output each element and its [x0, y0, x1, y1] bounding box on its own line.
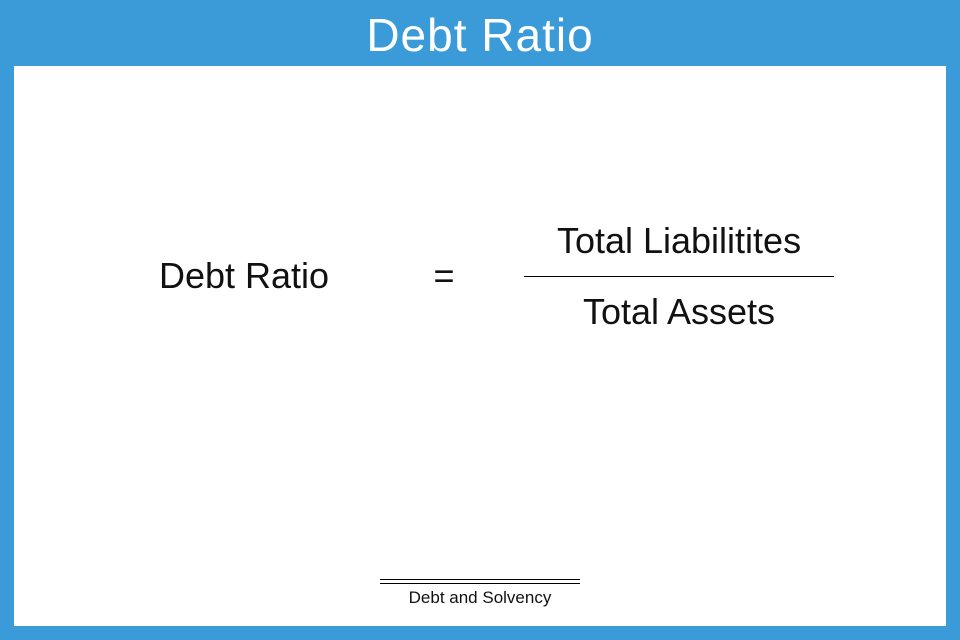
- footer-rule-bottom: [380, 583, 580, 584]
- fraction-denominator: Total Assets: [583, 291, 775, 333]
- footer-label: Debt and Solvency: [409, 588, 552, 608]
- content-area-wrap: Debt Ratio = Total Liabilitites Total As…: [0, 66, 960, 640]
- fraction-line: [524, 276, 834, 277]
- slide-title: Debt Ratio: [0, 0, 960, 66]
- equals-sign: =: [414, 255, 474, 297]
- slide-frame: Debt Ratio Debt Ratio = Total Liabilitit…: [0, 0, 960, 640]
- formula-lhs: Debt Ratio: [134, 255, 354, 297]
- content-area: Debt Ratio = Total Liabilitites Total As…: [14, 66, 946, 626]
- fraction: Total Liabilitites Total Assets: [524, 220, 834, 333]
- footer: Debt and Solvency: [14, 579, 946, 608]
- footer-rule-top: [380, 579, 580, 580]
- fraction-numerator: Total Liabilitites: [557, 220, 801, 262]
